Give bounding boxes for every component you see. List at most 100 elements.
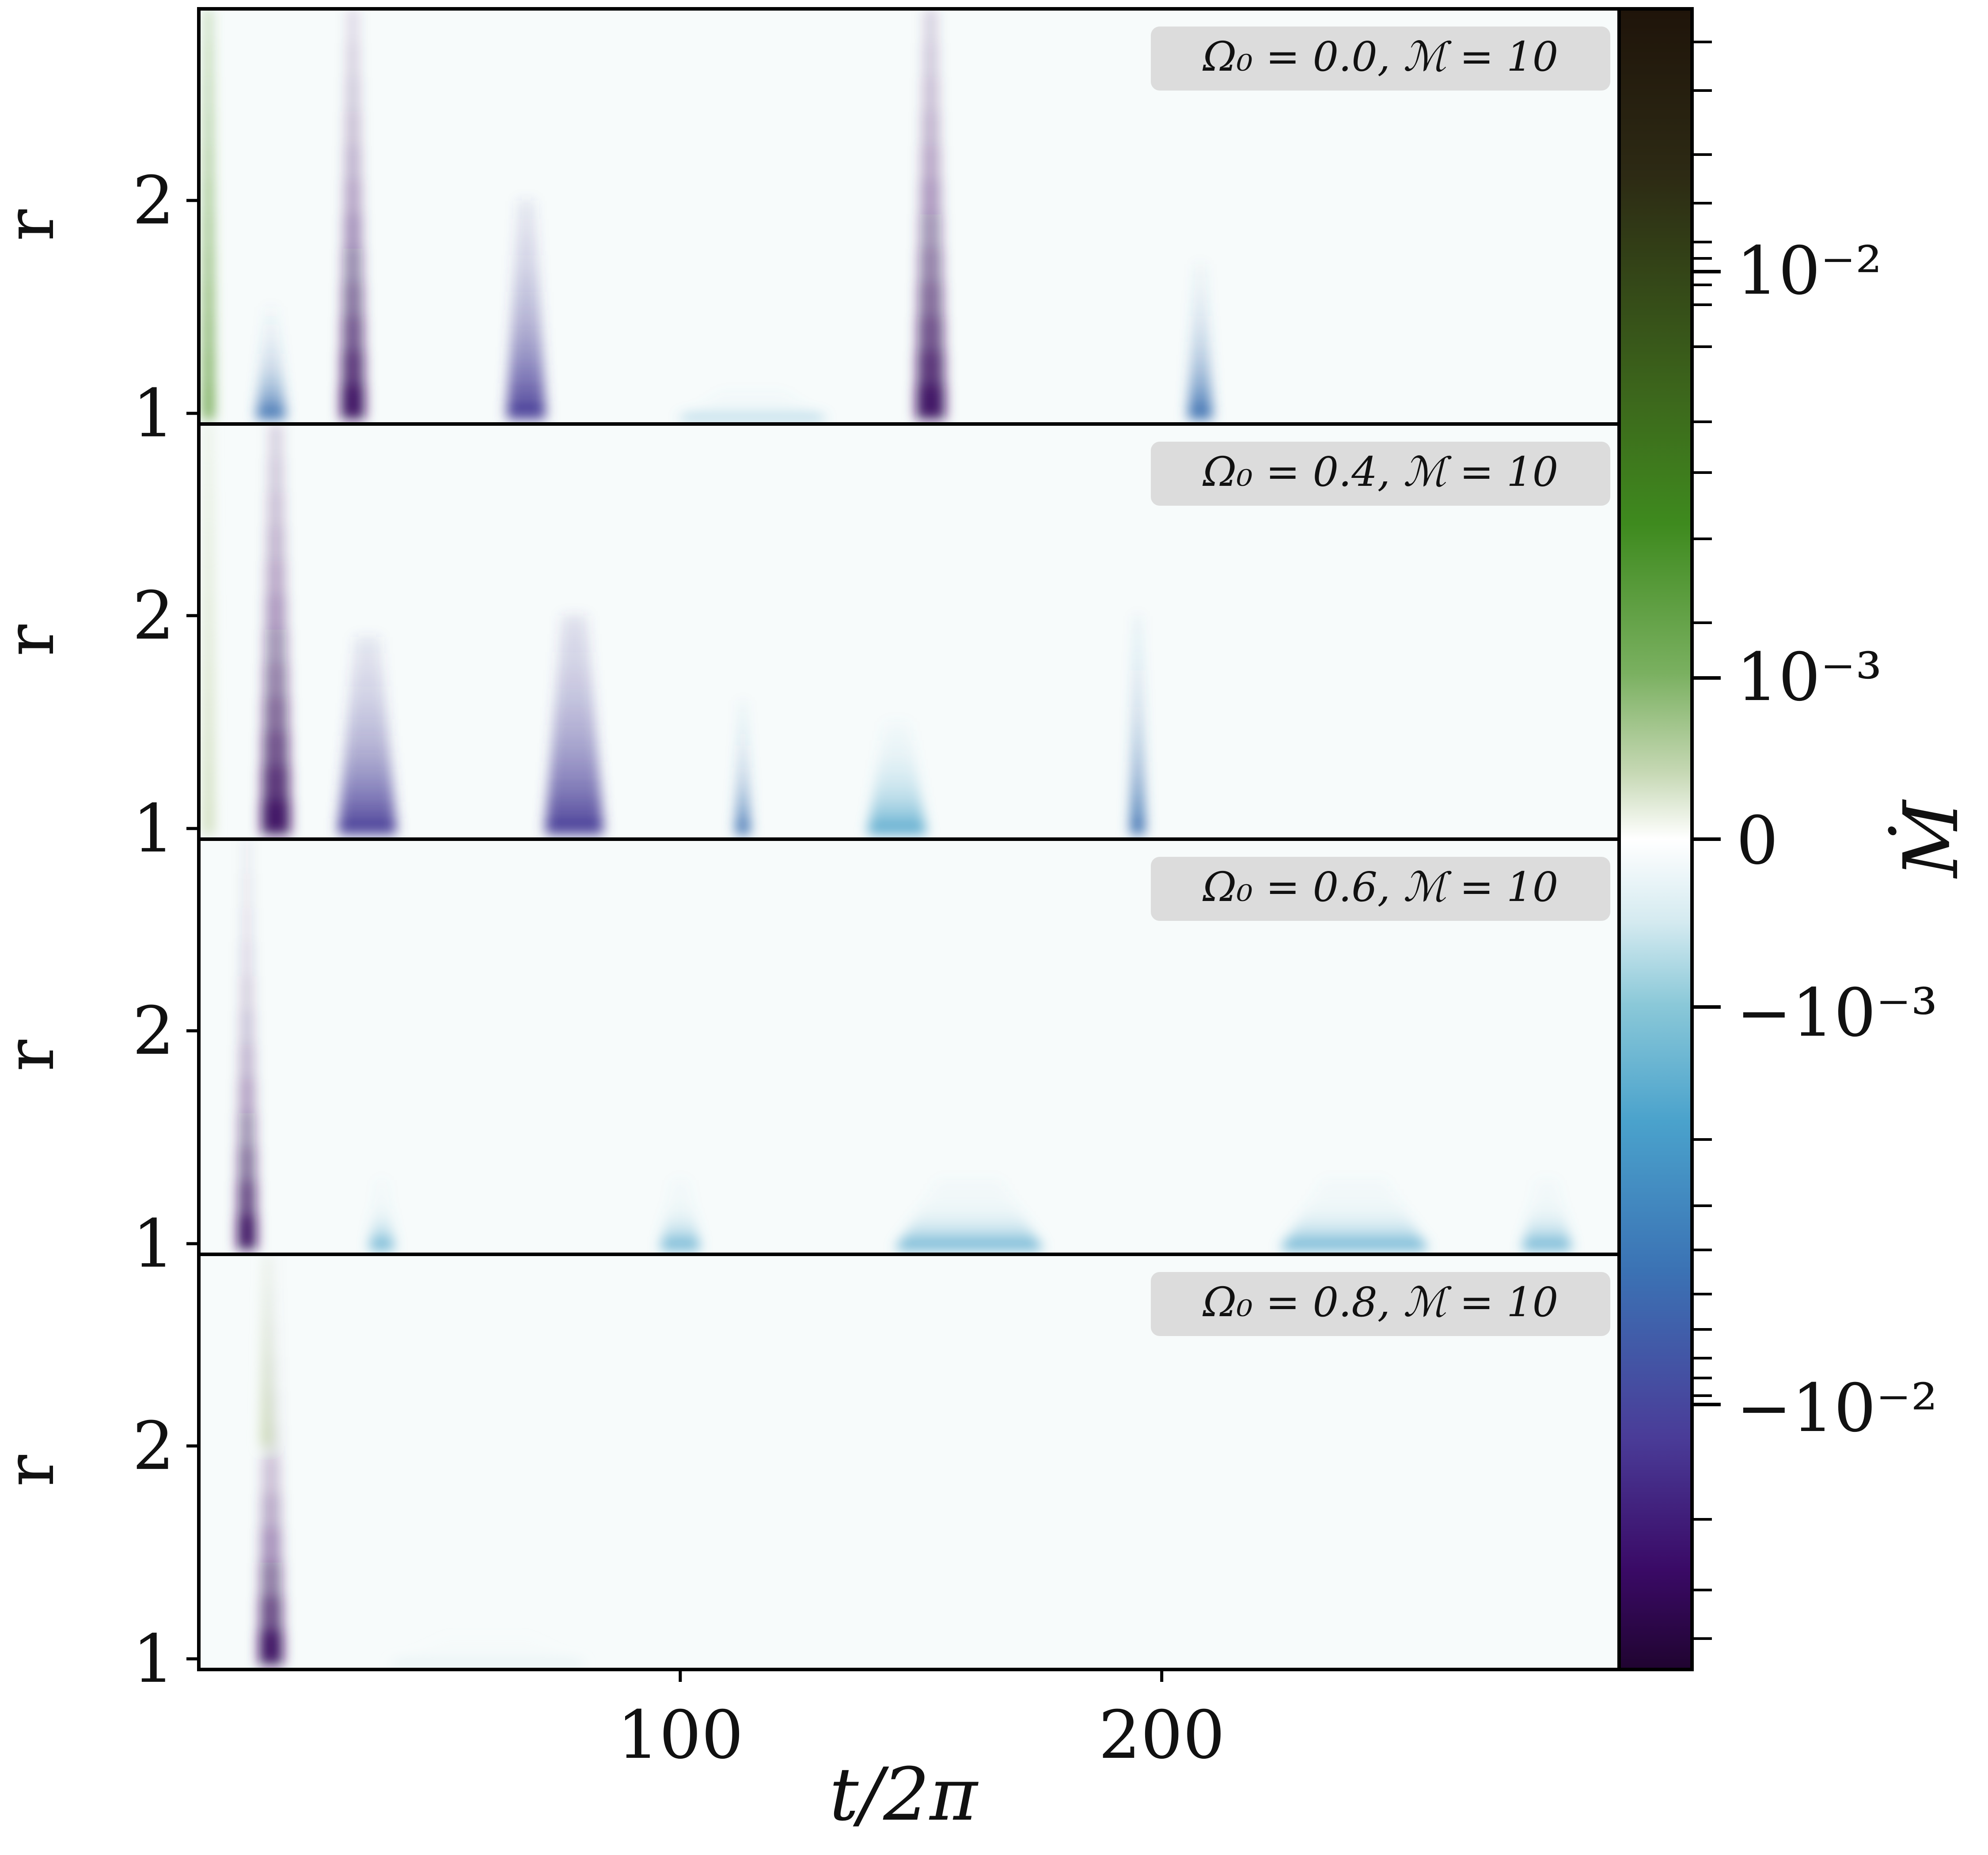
heatmap-cell [926,1197,1013,1204]
heatmap-cell [205,111,212,146]
heatmap-cell [916,385,945,420]
heatmap-cell [343,248,363,283]
heatmap-cell [266,595,286,630]
heatmap-cell [1190,368,1211,381]
heatmap-cell [205,180,212,215]
heatmap-cell [687,413,818,415]
heatmap-cell [238,1147,256,1182]
heatmap-cell [664,1221,696,1227]
heatmap-cell [256,410,286,420]
heatmap-cell [341,351,364,386]
heatmap-cell [204,732,213,767]
heatmap-cell [738,734,747,746]
heatmap-cell [1532,1197,1562,1204]
colorbar-fill [1617,7,1694,1671]
heatmap-cell [205,248,212,283]
heatmap-cell [904,1232,1034,1238]
heatmap-cell [205,77,211,112]
heatmap-cell [661,1244,700,1250]
heatmap-cell [1531,1203,1563,1209]
heatmap-cell [1189,381,1211,394]
heatmap-cell [205,146,212,180]
heatmap-cell [239,1045,254,1079]
heatmap-cell [265,629,287,664]
heatmap-cell [738,745,748,757]
heatmap-cell [206,458,211,493]
heatmap-cell [508,365,544,383]
heatmap-cell [920,180,941,215]
heatmap-cell [266,561,285,595]
heatmap-cell [868,825,926,835]
heatmap-cell [511,328,542,347]
heatmap-cell [664,1227,697,1233]
colorbar-tick-label-2: 10⁻³ [1736,639,1882,716]
heatmap-cell [261,1430,271,1446]
heatmap-cell [348,703,386,719]
heatmap-cell [1193,303,1208,316]
heatmap-cell [204,766,213,801]
heatmap-cell [344,214,362,249]
heatmap-cell [262,344,281,354]
heatmap-cell [1526,1227,1567,1233]
heatmap-cell [1535,1185,1559,1192]
heatmap-cell [924,9,937,43]
colorbar-tick-label-4: −10⁻³ [1736,975,1938,1052]
heatmap-cell [205,663,212,698]
panel-label: Ω₀ = 0.8, ℳ = 10 [1203,1279,1559,1326]
heatmap-cell [553,725,596,744]
heatmap-cell [1296,1221,1412,1227]
heatmap-cell [444,1637,531,1640]
heatmap-cell [736,790,749,802]
heatmap-cell [709,399,796,401]
y-tick-label: 1 [133,791,175,867]
heatmap-cell [1529,1215,1565,1221]
heatmap-cell [720,392,785,394]
heatmap-cell [1193,290,1207,303]
heatmap-cell [264,316,278,326]
x-tick-label: 100 [617,1697,744,1774]
heatmap-cell [737,768,748,779]
heatmap-cell [740,700,746,712]
heatmap-cell [662,1238,699,1245]
heatmap-cell [435,1642,541,1645]
heatmap-cell [240,1010,254,1045]
heatmap-cell [551,743,598,762]
heatmap-cell [694,408,811,411]
heatmap-cell [205,629,212,664]
heatmap-cell [736,812,750,824]
heatmap-cell [900,1238,1038,1245]
heatmap-cell [264,663,288,698]
heatmap-cell [512,310,541,329]
panel-3: 1 2 r Ω₀ = 0.6, ℳ = 10 [0,837,1621,1283]
heatmap-cell [258,391,284,401]
heatmap-cell [1191,342,1210,355]
heatmap-cell [237,1215,257,1250]
heatmap-cell [206,9,211,43]
heatmap-cell [1307,1203,1401,1209]
heatmap-cell [667,1209,694,1215]
heatmap-cell [204,283,213,317]
heatmap-cell [263,1318,269,1334]
heatmap-cell [259,1597,283,1631]
heatmap-cell [1523,1244,1571,1250]
heatmap-cell [663,1232,698,1238]
heatmap-cell [561,615,588,634]
heatmap-cell [557,670,592,689]
panel-2: 1 2 r Ω₀ = 0.4, ℳ = 10 [0,422,1621,867]
heatmap-cell [354,637,380,654]
heatmap-cell [1134,615,1141,634]
heatmap-cell [338,818,396,835]
heatmap-cell [920,214,942,249]
heatmap-cell [341,385,365,420]
heatmap-cell [671,1185,690,1192]
heatmap-cell [512,292,540,310]
heatmap-cell [1133,670,1142,689]
heatmap-cell [1527,1221,1567,1227]
heatmap-cell [736,801,750,813]
heatmap-cell [684,415,821,418]
heatmap-cell [1286,1238,1423,1245]
heatmap-cell [260,1562,282,1597]
heatmap-cell [937,1180,1002,1186]
heatmap-cell [876,769,918,779]
heatmap-cell [923,43,938,78]
